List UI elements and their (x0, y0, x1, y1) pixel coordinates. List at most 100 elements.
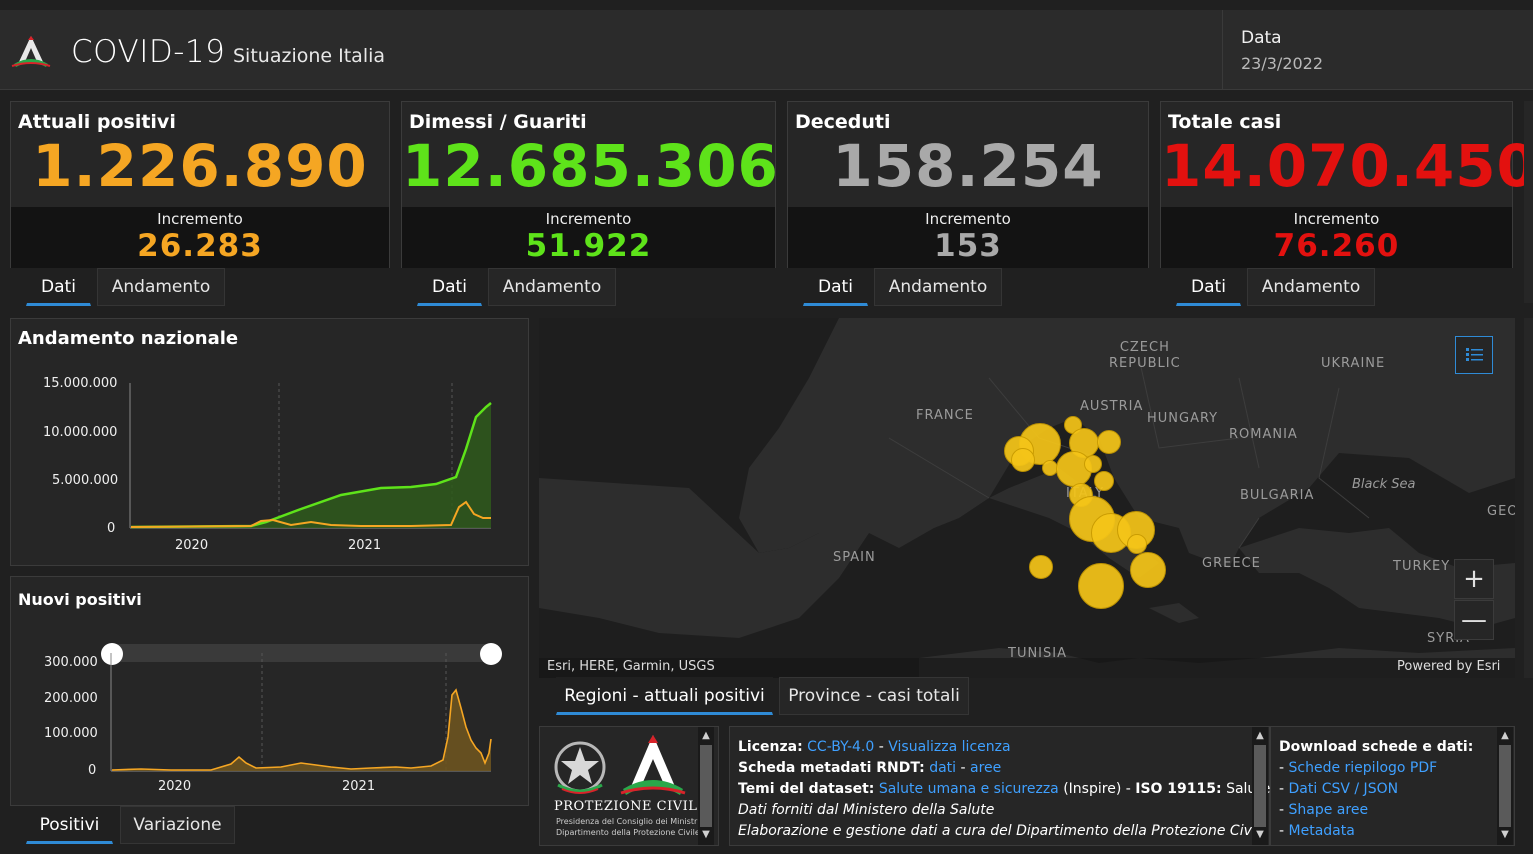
y-tick: 200.000 (44, 691, 98, 706)
map-label-france: FRANCE (916, 408, 974, 423)
range-slider-track[interactable] (111, 644, 491, 662)
new-positive-chart (110, 653, 492, 772)
region-bubble[interactable] (1130, 552, 1166, 588)
y-tick: 0 (88, 763, 97, 778)
tab-dati[interactable]: Dati (417, 268, 482, 306)
card-value: 158.254 (832, 132, 1104, 200)
map-label-czech-republic: CZECH REPUBLIC (1109, 340, 1181, 371)
tab-regioni-attuali-positivi[interactable]: Regioni - attuali positivi (556, 677, 773, 715)
scroll-down-icon[interactable]: ▼ (1501, 829, 1509, 840)
scroll-thumb[interactable] (1499, 745, 1511, 827)
zoom-in-button[interactable]: + (1454, 559, 1494, 599)
scroll-thumb[interactable] (1254, 745, 1266, 827)
tab-dati[interactable]: Dati (1176, 268, 1241, 306)
scrollbar[interactable]: ▲ ▼ (1252, 727, 1268, 845)
national-trend-chart (129, 383, 492, 529)
schede-pdf-link[interactable]: Schede riepilogo PDF (1288, 760, 1438, 776)
download-title: Download schede e dati: (1279, 739, 1474, 755)
card-title: Attuali positivi (18, 111, 176, 133)
card-title: Deceduti (795, 111, 891, 133)
panel-title: Andamento nazionale (18, 328, 239, 349)
range-slider-handle-end[interactable] (480, 643, 502, 665)
download-item: - Shape aree (1279, 802, 1369, 818)
map-label-ukraine: UKRAINE (1321, 356, 1386, 371)
tab-andamento[interactable]: Andamento (1247, 268, 1375, 306)
metadata-link[interactable]: Metadata (1288, 823, 1355, 839)
card-title: Dimessi / Guariti (409, 111, 587, 133)
tab-positivi[interactable]: Positivi (26, 806, 113, 844)
date-value: 23/3/2022 (1241, 54, 1324, 73)
tab-andamento[interactable]: Andamento (874, 268, 1002, 306)
date-label: Data (1241, 28, 1282, 48)
region-bubble[interactable] (1127, 534, 1147, 554)
list-icon (1466, 348, 1483, 361)
license-cc-link[interactable]: CC-BY-4.0 (807, 739, 875, 755)
region-bubble[interactable] (1078, 563, 1124, 609)
app-header (0, 10, 1533, 90)
view-license-link[interactable]: Visualizza licenza (888, 739, 1011, 755)
increment-value: 26.283 (137, 228, 263, 264)
card-value: 14.070.450 (1161, 132, 1533, 200)
tab-dati[interactable]: Dati (803, 268, 868, 306)
themes-line: Temi del dataset: Salute umana e sicurez… (738, 781, 1271, 797)
legend-toggle-button[interactable] (1455, 336, 1493, 374)
card-title: Totale casi (1168, 111, 1282, 133)
increment-box: Incremento 26.283 (11, 207, 389, 268)
scroll-up-icon[interactable]: ▲ (1256, 730, 1264, 741)
y-tick: 5.000.000 (52, 473, 119, 488)
logo-line2: Dipartimento della Protezione Civile (556, 828, 700, 837)
increment-box: Incremento 51.922 (402, 207, 775, 268)
map-view[interactable]: CZECH REPUBLIC UKRAINE FRANCE AUSTRIA HUN… (539, 318, 1515, 678)
app-title: COVID-19 (71, 34, 226, 70)
card-overflow-edge (1524, 101, 1533, 303)
map-label-austria: AUSTRIA (1080, 399, 1144, 414)
range-slider-handle-start[interactable] (101, 643, 123, 665)
themes-link[interactable]: Salute umana e sicurezza (878, 781, 1059, 797)
region-bubble[interactable] (1029, 555, 1053, 579)
map-label-turkey: TURKEY (1393, 559, 1451, 574)
increment-label: Incremento (157, 210, 243, 228)
dati-csv-json-link[interactable]: Dati CSV / JSON (1288, 781, 1399, 797)
scroll-down-icon[interactable]: ▼ (702, 829, 710, 840)
protezione-civile-logo-icon (10, 34, 52, 74)
region-bubble[interactable] (1097, 430, 1121, 454)
metadata-dati-link[interactable]: dati (929, 760, 957, 776)
tab-province-casi-totali[interactable]: Province - casi totali (779, 677, 969, 715)
card-totale-casi: Totale casi 14.070.450 Incremento 76.260 (1160, 101, 1533, 268)
map-label-greece: GREECE (1202, 556, 1261, 571)
powered-by-esri[interactable]: Powered by Esri (1397, 659, 1501, 674)
tab-dati[interactable]: Dati (26, 268, 91, 306)
card-value: 12.685.306 (402, 132, 779, 200)
map-label-tunisia: TUNISIA (1008, 646, 1067, 661)
scrollbar[interactable]: ▲ ▼ (1497, 727, 1513, 845)
download-item: - Schede riepilogo PDF (1279, 760, 1438, 776)
metadata-line: Scheda metadati RNDT: dati - aree (738, 760, 1002, 776)
region-bubble[interactable] (1094, 471, 1114, 491)
y-tick: 100.000 (44, 726, 98, 741)
card-dimessi-guariti: Dimessi / Guariti 12.685.306 Incremento … (401, 101, 779, 268)
y-tick: 0 (107, 521, 116, 536)
region-bubble[interactable] (1084, 455, 1102, 473)
metadata-aree-link[interactable]: aree (970, 760, 1002, 776)
scrollbar[interactable]: ▲ ▼ (698, 727, 714, 845)
logo-name: PROTEZIONE CIVILE (554, 799, 708, 814)
scroll-up-icon[interactable]: ▲ (702, 730, 710, 741)
tab-andamento[interactable]: Andamento (97, 268, 225, 306)
x-tick: 2021 (342, 779, 376, 794)
increment-value: 51.922 (525, 228, 652, 264)
map-label-geo: GEO (1487, 504, 1515, 519)
x-tick: 2020 (158, 779, 192, 794)
tab-variazione[interactable]: Variazione (120, 806, 235, 844)
increment-label: Incremento (1293, 210, 1380, 228)
zoom-out-button[interactable]: — (1454, 600, 1494, 640)
scroll-down-icon[interactable]: ▼ (1256, 829, 1264, 840)
app-subtitle: Situazione Italia (233, 45, 386, 67)
region-bubble[interactable] (1011, 448, 1035, 472)
shape-aree-link[interactable]: Shape aree (1288, 802, 1369, 818)
card-deceduti: Deceduti 158.254 Incremento 153 (787, 101, 1149, 268)
tab-andamento[interactable]: Andamento (488, 268, 616, 306)
map-label-spain: SPAIN (833, 550, 876, 565)
date-box (1222, 10, 1522, 90)
scroll-up-icon[interactable]: ▲ (1501, 730, 1509, 741)
scroll-thumb[interactable] (700, 745, 712, 827)
